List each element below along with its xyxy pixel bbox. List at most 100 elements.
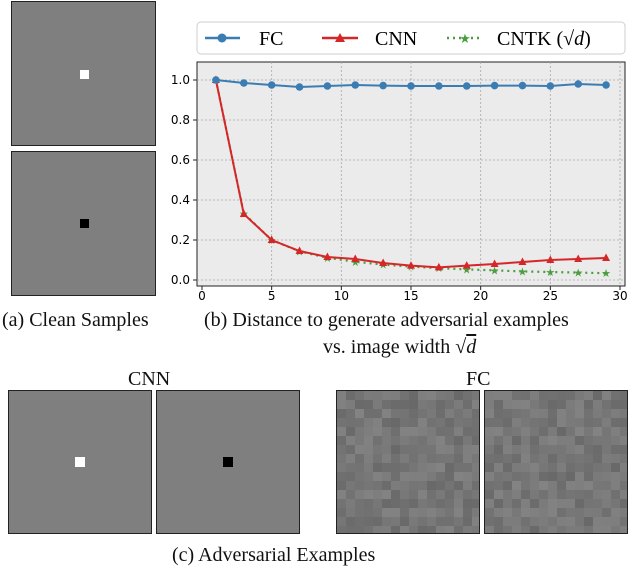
noise-cell	[611, 445, 621, 455]
noise-cell	[436, 436, 446, 446]
noise-cell	[503, 490, 513, 500]
noise-cell	[530, 445, 540, 455]
noise-cell	[566, 499, 576, 509]
noise-cell	[602, 499, 612, 509]
noise-cell	[602, 463, 612, 473]
noise-cell	[472, 409, 479, 419]
noise-cell	[382, 409, 392, 419]
noise-cell	[593, 472, 603, 482]
noise-cell	[409, 508, 419, 518]
noise-cell	[503, 400, 513, 410]
noise-cell	[611, 508, 621, 518]
noise-cell	[611, 499, 621, 509]
noise-cell	[494, 499, 504, 509]
point-cntk: ★	[573, 268, 583, 280]
noise-cell	[427, 427, 437, 437]
noise-cell	[548, 427, 558, 437]
noise-cell	[503, 526, 513, 533]
noise-cell	[530, 490, 540, 500]
noise-cell	[530, 391, 540, 401]
noise-cell	[512, 463, 522, 473]
noise-cell	[593, 418, 603, 428]
group-label-cnn: CNN	[128, 368, 171, 390]
white-pixel	[80, 70, 89, 79]
noise-cell	[494, 445, 504, 455]
caption-c: (c) Adversarial Examples	[172, 544, 376, 566]
noise-cell	[575, 481, 585, 491]
noise-cell	[418, 400, 428, 410]
noise-cell	[454, 409, 464, 419]
point-cntk: ★	[545, 267, 555, 279]
noise-cell	[557, 472, 567, 482]
noise-cell	[454, 517, 464, 527]
noise-cell	[427, 499, 437, 509]
noise-cell	[346, 508, 356, 518]
noise-cell	[494, 454, 504, 464]
noise-cell	[427, 445, 437, 455]
noise-cell	[436, 526, 446, 533]
noise-cell	[454, 445, 464, 455]
noise-cell	[593, 508, 603, 518]
noise-cell	[364, 472, 374, 482]
noise-cell	[548, 526, 558, 533]
point-fc	[462, 82, 471, 90]
noise-cell	[494, 508, 504, 518]
noise-cell	[454, 490, 464, 500]
point-fc	[323, 82, 332, 90]
noise-cell	[521, 472, 531, 482]
clean-sample-black	[11, 151, 156, 296]
point-cnn	[407, 261, 415, 269]
noise-cell	[566, 508, 576, 518]
noise-cell	[445, 409, 455, 419]
noise-cell	[620, 499, 627, 509]
noise-cell	[530, 472, 540, 482]
point-fc	[490, 81, 499, 90]
noise-cell	[530, 481, 540, 491]
noise-cell	[494, 400, 504, 410]
noise-cell	[557, 508, 567, 518]
series-layer: ★★★★★★★★★★★★★★★	[211, 75, 611, 280]
noise-cell	[584, 400, 594, 410]
noise-cell	[512, 427, 522, 437]
noise-cell	[382, 526, 392, 533]
noise-cell	[575, 436, 585, 446]
noise-cell	[391, 508, 401, 518]
noise-cell	[472, 391, 479, 401]
noise-cell	[436, 472, 446, 482]
noise-cell	[400, 508, 410, 518]
noise-cell	[418, 526, 428, 533]
noise-cell	[400, 418, 410, 428]
noise-cell	[364, 481, 374, 491]
noise-cell	[391, 418, 401, 428]
noise-cell	[337, 463, 347, 473]
noise-cell	[373, 409, 383, 419]
noise-cell	[472, 445, 479, 455]
noise-cell	[593, 391, 603, 401]
noise-cell	[611, 391, 621, 401]
noise-cell	[436, 499, 446, 509]
noise-cell	[382, 445, 392, 455]
noise-cell	[364, 463, 374, 473]
noise-cell	[427, 400, 437, 410]
noise-cell	[557, 445, 567, 455]
noise-cell	[418, 490, 428, 500]
noise-cell	[512, 481, 522, 491]
noise-cell	[454, 463, 464, 473]
noise-cell	[602, 517, 612, 527]
noise-cell	[409, 436, 419, 446]
noise-cell	[575, 391, 585, 401]
noise-cell	[445, 526, 455, 533]
noise-cell	[512, 409, 522, 419]
noise-cell	[427, 418, 437, 428]
legend-marker-cnn	[335, 33, 345, 42]
noise-cell	[485, 418, 495, 428]
noise-cell	[382, 490, 392, 500]
noise-cell	[382, 418, 392, 428]
noise-cell	[503, 436, 513, 446]
noise-cell	[512, 472, 522, 482]
noise-cell	[364, 436, 374, 446]
noise-cell	[503, 409, 513, 419]
noise-cell	[557, 427, 567, 437]
noise-cell	[557, 418, 567, 428]
noise-cell	[530, 454, 540, 464]
